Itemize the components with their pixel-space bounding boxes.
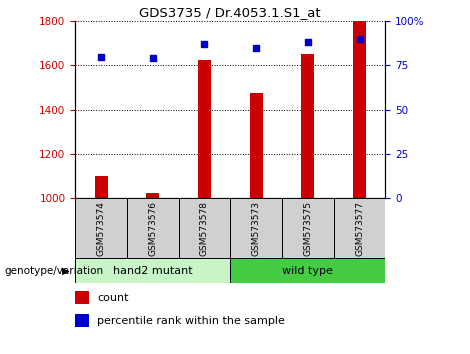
Bar [75, 314, 89, 327]
Bar [94, 176, 108, 198]
Bar [127, 198, 179, 258]
Point [97, 54, 105, 59]
Text: count: count [97, 293, 128, 303]
Text: GSM573573: GSM573573 [251, 201, 261, 256]
Bar [334, 198, 385, 258]
Text: GSM573576: GSM573576 [148, 201, 157, 256]
Bar [179, 198, 230, 258]
Bar [282, 198, 334, 258]
Point [356, 36, 363, 42]
Title: GDS3735 / Dr.4053.1.S1_at: GDS3735 / Dr.4053.1.S1_at [140, 6, 321, 19]
Text: GSM573578: GSM573578 [200, 201, 209, 256]
Point [149, 56, 157, 61]
Point [201, 41, 208, 47]
Bar [75, 258, 230, 283]
Bar [146, 193, 159, 198]
Bar [230, 258, 385, 283]
Point [252, 45, 260, 51]
Text: ▶: ▶ [62, 266, 70, 276]
Text: wild type: wild type [282, 266, 333, 276]
Bar [250, 93, 263, 198]
Point [304, 40, 312, 45]
Bar [75, 291, 89, 304]
Bar [75, 198, 127, 258]
Text: GSM573574: GSM573574 [96, 201, 106, 256]
Bar [301, 55, 314, 198]
Bar [230, 198, 282, 258]
Bar [353, 21, 366, 198]
Text: genotype/variation: genotype/variation [5, 266, 104, 276]
Text: GSM573575: GSM573575 [303, 201, 313, 256]
Text: hand2 mutant: hand2 mutant [113, 266, 193, 276]
Bar [198, 60, 211, 198]
Text: GSM573577: GSM573577 [355, 201, 364, 256]
Text: percentile rank within the sample: percentile rank within the sample [97, 316, 285, 326]
